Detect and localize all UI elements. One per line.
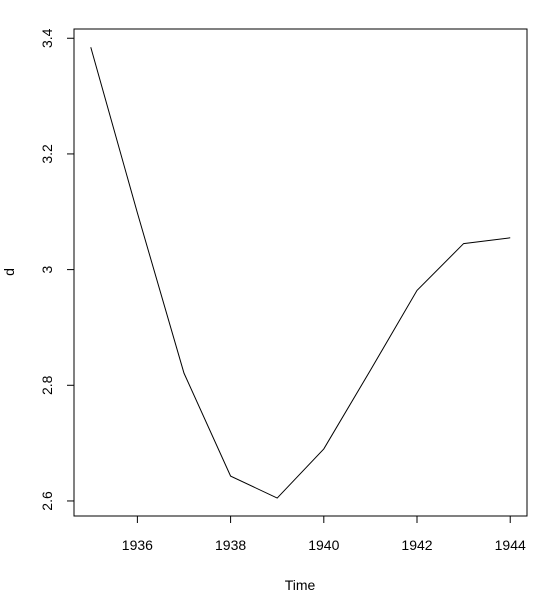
plot-box: [73, 28, 528, 517]
y-tick-label: 2.8: [39, 375, 55, 395]
x-tick-label: 1936: [122, 537, 153, 553]
x-tick-label: 1938: [215, 537, 246, 553]
y-axis-label: d: [1, 268, 17, 276]
x-axis-label: Time: [285, 577, 316, 593]
x-tick-label: 1940: [308, 537, 339, 553]
y-tick-label: 2.6: [39, 491, 55, 511]
y-tick-label: 3: [39, 266, 55, 274]
data-line: [90, 47, 511, 499]
y-tick-label: 3.4: [39, 28, 55, 48]
x-tick-label: 1944: [495, 537, 526, 553]
y-tick-label: 3.2: [39, 144, 55, 164]
x-tick-label: 1942: [401, 537, 432, 553]
